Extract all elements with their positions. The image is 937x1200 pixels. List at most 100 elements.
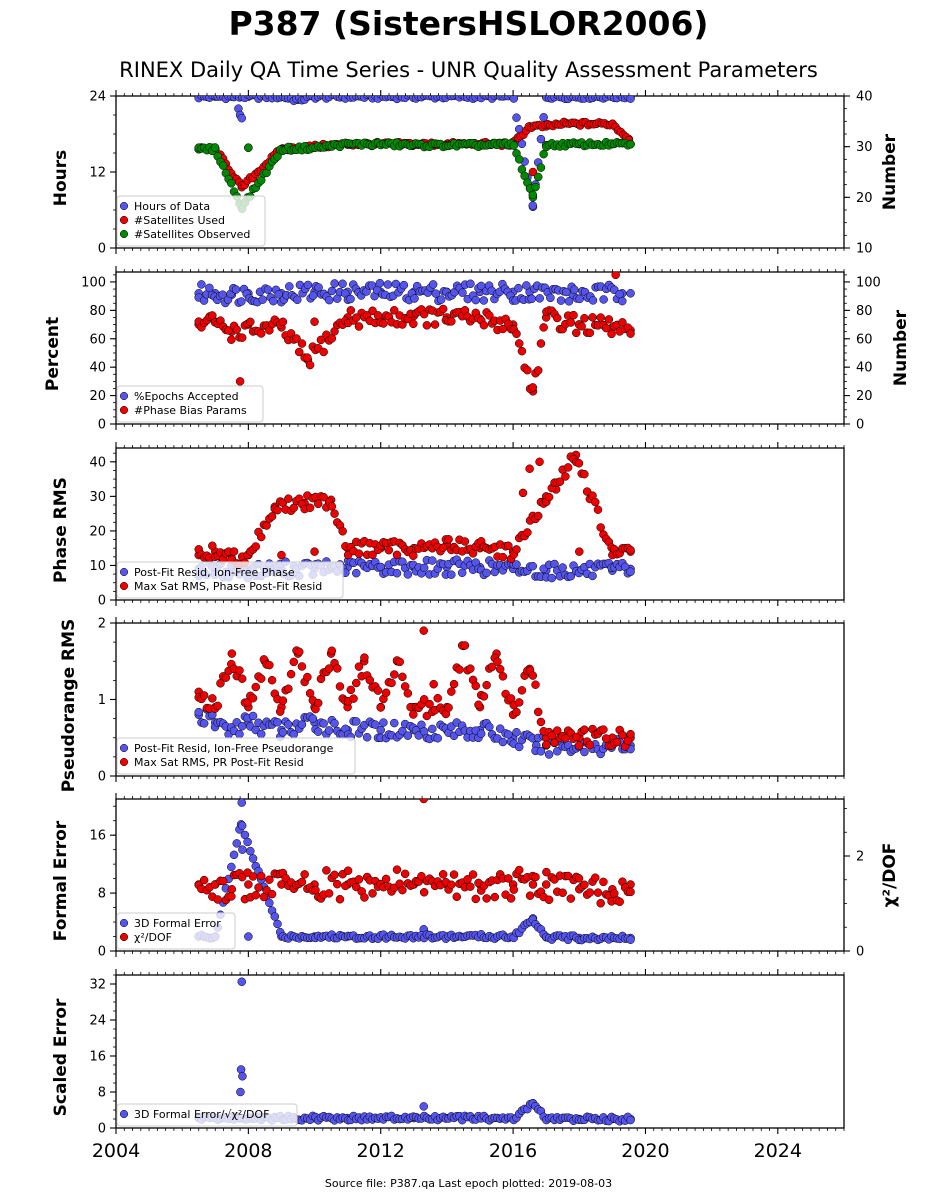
- data-point: [313, 499, 323, 509]
- data-point: [580, 314, 589, 323]
- data-point: [256, 329, 266, 338]
- data-point: [237, 674, 247, 683]
- y2-tick-label: 80: [856, 304, 873, 319]
- data-point: [428, 724, 437, 734]
- legend-marker: [119, 215, 129, 225]
- legend-label: 3D Formal Error: [134, 917, 221, 930]
- data-point: [533, 707, 543, 717]
- data-point: [324, 889, 334, 898]
- data-point: [360, 893, 369, 902]
- series--phase-bias-params: [194, 272, 635, 396]
- legend-label: Post-Fit Resid, Ion-Free Pseudorange: [134, 742, 334, 755]
- data-point: [227, 892, 236, 901]
- data-point: [514, 865, 524, 875]
- data-point: [419, 563, 429, 573]
- data-point: [330, 509, 339, 518]
- legend-label: #Phase Bias Params: [134, 404, 247, 417]
- y-tick-label: 40: [89, 361, 106, 376]
- data-point: [580, 469, 589, 479]
- data-point: [466, 279, 475, 289]
- data-point: [525, 464, 534, 473]
- data-point: [309, 291, 318, 300]
- data-point: [284, 684, 293, 694]
- data-point: [558, 563, 567, 572]
- data-point: [237, 721, 247, 731]
- data-point: [498, 737, 508, 747]
- data-point: [476, 729, 486, 738]
- data-point: [468, 870, 478, 879]
- data-point: [575, 547, 584, 556]
- data-point: [229, 547, 239, 556]
- data-point: [338, 279, 347, 289]
- data-point: [343, 866, 353, 875]
- data-point: [512, 560, 521, 569]
- data-point: [319, 719, 328, 728]
- data-point: [438, 543, 448, 552]
- data-point: [599, 877, 608, 887]
- data-point: [618, 296, 627, 306]
- data-point: [256, 871, 266, 881]
- data-point: [518, 488, 528, 498]
- data-point: [447, 687, 456, 696]
- data-point: [580, 880, 589, 890]
- data-point: [626, 729, 635, 739]
- data-point: [313, 727, 323, 736]
- data-point: [324, 726, 334, 735]
- data-point: [278, 317, 288, 327]
- data-point: [580, 747, 589, 757]
- data-point: [626, 567, 635, 577]
- data-point: [512, 113, 521, 122]
- data-point: [479, 296, 489, 305]
- data-point: [471, 295, 481, 305]
- legend-label: Hours of Data: [134, 200, 210, 213]
- data-point: [346, 294, 355, 304]
- data-point: [626, 96, 635, 103]
- data-point: [243, 837, 252, 847]
- data-point: [297, 662, 307, 671]
- data-point: [444, 535, 453, 544]
- data-point: [626, 140, 635, 149]
- y-tick-label: 0: [98, 945, 106, 960]
- data-point: [332, 879, 342, 889]
- data-point: [395, 657, 404, 667]
- data-point: [235, 377, 245, 386]
- data-point: [246, 317, 255, 327]
- data-point: [327, 502, 337, 511]
- data-point: [335, 894, 345, 904]
- data-point: [611, 272, 620, 280]
- data-point: [236, 1087, 245, 1097]
- data-point: [452, 892, 461, 902]
- series-group: [194, 799, 635, 945]
- data-point: [237, 297, 246, 306]
- data-point: [297, 720, 307, 729]
- x-tick-label: 2012: [357, 1140, 405, 1162]
- data-point: [244, 932, 253, 941]
- data-point: [352, 717, 361, 726]
- legend-label: Max Sat RMS, Phase Post-Fit Resid: [134, 580, 322, 593]
- legend: %Epochs Accepted#Phase Bias Params: [116, 385, 264, 423]
- data-point: [251, 542, 261, 551]
- data-point: [294, 347, 304, 357]
- legend-marker: [119, 567, 129, 577]
- data-point: [199, 719, 209, 728]
- legend-marker: [119, 391, 129, 401]
- data-point: [482, 568, 491, 578]
- data-point: [227, 335, 236, 344]
- data-point: [571, 732, 581, 742]
- legend-box: [116, 737, 356, 775]
- data-point: [338, 527, 347, 536]
- data-point: [528, 190, 538, 200]
- legend-marker: [119, 932, 129, 942]
- data-point: [564, 297, 574, 306]
- data-point: [528, 880, 538, 889]
- data-point: [604, 315, 614, 324]
- legend-box: [116, 385, 264, 423]
- data-point: [227, 862, 236, 872]
- data-point: [593, 505, 603, 514]
- data-point: [419, 1102, 428, 1111]
- data-point: [571, 328, 581, 338]
- y-tick-label: 20: [89, 389, 106, 404]
- data-point: [327, 286, 337, 296]
